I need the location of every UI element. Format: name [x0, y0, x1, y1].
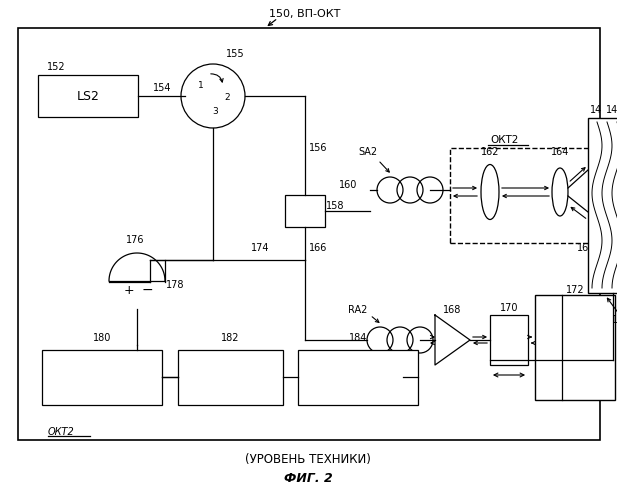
- Text: −: −: [141, 283, 153, 297]
- Text: 164: 164: [551, 147, 569, 157]
- Text: 178: 178: [166, 280, 184, 290]
- Text: 14': 14': [606, 105, 617, 115]
- Text: 156: 156: [308, 143, 327, 153]
- Bar: [490, 315, 528, 365]
- Bar: [42, 350, 162, 405]
- Text: 154: 154: [153, 83, 172, 93]
- Ellipse shape: [481, 164, 499, 220]
- Polygon shape: [435, 315, 470, 365]
- Text: ОКТ2: ОКТ2: [48, 427, 75, 437]
- Text: 160: 160: [339, 180, 357, 190]
- Text: ФИГ. 2: ФИГ. 2: [284, 472, 333, 484]
- Text: 166: 166: [309, 243, 327, 253]
- Text: 158: 158: [326, 201, 344, 211]
- Text: 10: 10: [612, 315, 617, 325]
- Text: 14: 14: [590, 105, 602, 115]
- Text: LS2: LS2: [77, 90, 99, 102]
- Text: 152: 152: [47, 62, 65, 72]
- Text: +: +: [123, 284, 135, 296]
- Text: SA2: SA2: [358, 147, 378, 157]
- Bar: [450, 148, 617, 243]
- Bar: [285, 195, 325, 227]
- Text: 180: 180: [93, 333, 111, 343]
- Bar: [18, 28, 600, 440]
- Text: ОКТ2: ОКТ2: [491, 135, 519, 145]
- Bar: [38, 75, 138, 117]
- Text: 2: 2: [224, 94, 230, 102]
- Text: 176: 176: [126, 235, 144, 245]
- Text: 1: 1: [198, 82, 204, 90]
- Ellipse shape: [552, 168, 568, 216]
- Text: 170: 170: [500, 303, 518, 313]
- Text: 155: 155: [226, 49, 244, 59]
- Text: 172: 172: [566, 285, 584, 295]
- Bar: [588, 118, 617, 293]
- Text: 168: 168: [443, 305, 461, 315]
- Text: 16: 16: [577, 243, 589, 253]
- Text: 150, ВП-ОКТ: 150, ВП-ОКТ: [269, 9, 341, 19]
- Text: 184: 184: [349, 333, 367, 343]
- Bar: [178, 350, 283, 405]
- Text: 3: 3: [212, 108, 218, 116]
- Text: 174: 174: [251, 243, 269, 253]
- Bar: [298, 350, 418, 405]
- Text: 182: 182: [221, 333, 239, 343]
- Bar: [535, 295, 615, 400]
- Text: 162: 162: [481, 147, 499, 157]
- Text: RA2: RA2: [349, 305, 368, 315]
- Text: (УРОВЕНЬ ТЕХНИКИ): (УРОВЕНЬ ТЕХНИКИ): [245, 454, 371, 466]
